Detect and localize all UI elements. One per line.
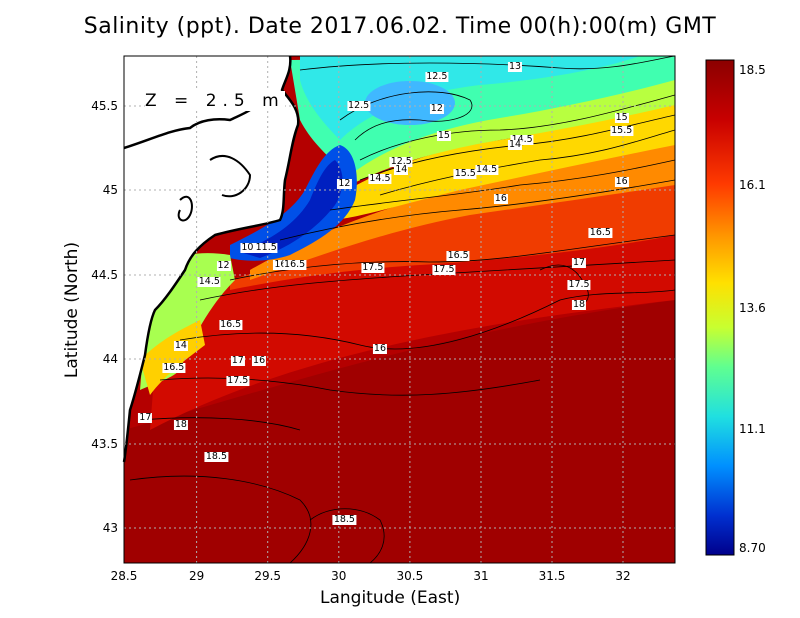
colorbar-label: 8.70 (739, 541, 766, 555)
x-tick: 29 (188, 569, 205, 583)
contour-label: 18.5 (332, 513, 356, 525)
land-area (124, 56, 299, 462)
map-title: Salinity (ppt). Date 2017.06.02. Time 00… (83, 14, 717, 39)
contour-label: 15 (614, 111, 629, 123)
contour-label: 14 (394, 164, 409, 176)
contour-label: 14.5 (368, 172, 392, 184)
sea-field-darkblue-plume (240, 160, 343, 258)
contour-label: 18 (571, 299, 587, 311)
contour-label: 16 (252, 354, 267, 366)
danube-delta-coast (123, 99, 262, 150)
contour-label: 12.5 (347, 100, 371, 111)
contour-label: 12 (429, 103, 444, 115)
x-axis-label: Langitude (East) (320, 588, 461, 608)
depth-label: Z = 2.5 m (145, 91, 285, 111)
contour-label: 17.5 (567, 278, 591, 290)
contour-label: 18.5 (204, 451, 228, 463)
colorbar-label: 13.6 (739, 301, 766, 315)
y-tick: 44 (102, 352, 118, 366)
colorbar (705, 59, 735, 556)
y-tick: 45 (102, 183, 118, 197)
lake-outline (177, 195, 193, 222)
contour-label: 14.5 (197, 275, 221, 287)
contour-label: 13 (508, 61, 523, 73)
contour-label: 16.5 (283, 258, 307, 270)
colorbar-label: 16.1 (739, 178, 766, 192)
contour-label: 16 (372, 343, 387, 355)
contour-label: 14.5 (475, 164, 499, 176)
contour-label: 12.5 (425, 71, 449, 83)
sea-field-yellow (330, 100, 675, 220)
y-tick: 44.5 (91, 268, 118, 282)
contour-label: 17 (138, 412, 153, 424)
y-tick: 43.5 (91, 437, 118, 451)
plot-frame (123, 55, 676, 564)
contour-label: 17 (571, 256, 587, 268)
sea-field-cyan (300, 56, 640, 140)
contour-label: 15.5 (610, 125, 634, 137)
x-tick: 31 (473, 569, 489, 583)
contour-label: 12 (337, 177, 352, 189)
contour-label: 14 (173, 339, 188, 351)
contour-label: 17.5 (432, 263, 456, 275)
contour-label: 18 (173, 419, 188, 431)
y-tick: 43 (102, 521, 118, 535)
colorbar-label: 18.5 (739, 63, 766, 77)
x-tick: 30 (331, 569, 347, 583)
sea-field-mid (150, 220, 675, 430)
contour-label: 16.5 (162, 361, 186, 373)
y-tick: 45.5 (91, 99, 118, 113)
contour-label: 10.1 (240, 241, 264, 253)
lagoon-outline (209, 155, 252, 198)
sea-field-south (124, 300, 675, 563)
x-tick: 29.5 (254, 569, 282, 583)
contour-label: 14.5 (510, 133, 534, 145)
contour-label: 17.5 (226, 375, 250, 387)
contour-label: 11.5 (254, 241, 278, 253)
grid-lines (124, 56, 675, 563)
contour-label: 16.5 (446, 250, 470, 262)
contour-label: 12.5 (389, 155, 413, 167)
contour-label: 14 (508, 138, 523, 150)
contour-label: 16 (614, 175, 629, 187)
contour-label: 15.5 (453, 167, 477, 179)
x-tick: 30.5 (396, 569, 424, 583)
contour-label: 16.5 (588, 226, 612, 238)
coastline (122, 55, 300, 463)
contour-label: 16 (273, 258, 288, 270)
contour-label: 16.5 (219, 319, 243, 331)
sea-field-orange (250, 135, 675, 280)
contour-label: 15 (436, 130, 451, 142)
x-tick: 28.5 (110, 569, 138, 583)
contour-label: 17 (230, 354, 245, 366)
colorbar-label: 11.1 (739, 422, 766, 436)
x-tick: 32 (615, 569, 631, 583)
contour-label: 12 (216, 260, 231, 272)
y-axis-label: Latitude (North) (62, 241, 82, 379)
x-tick: 31.5 (538, 569, 566, 583)
contour-label: 16 (493, 192, 508, 204)
contour-label: 17.5 (361, 262, 385, 274)
